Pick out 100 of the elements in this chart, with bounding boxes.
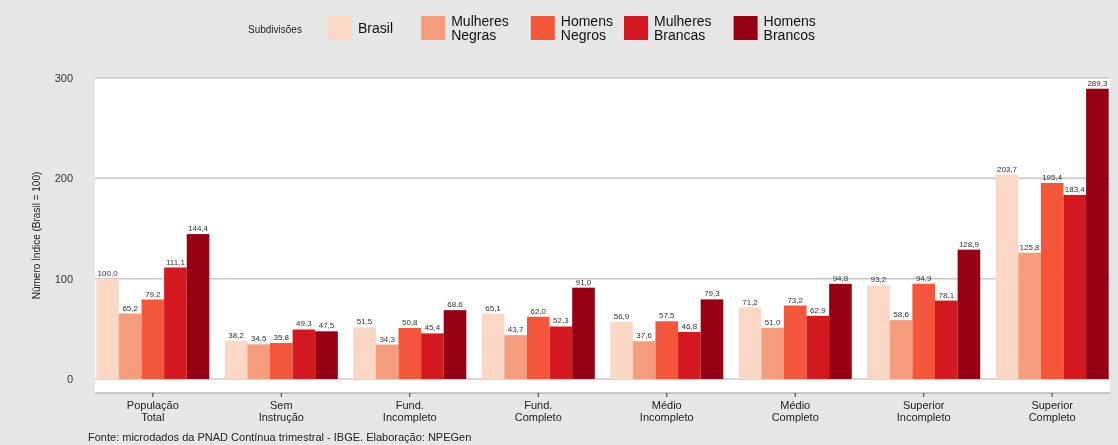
bar <box>632 341 656 379</box>
data-label: 52,3 <box>553 316 570 326</box>
x-tick-label: Fund. Incompleto <box>382 399 437 423</box>
data-label: 94,9 <box>915 273 933 283</box>
data-label: 183,4 <box>1064 184 1086 194</box>
data-label: 49,3 <box>296 319 313 329</box>
x-tick-label: Médio Completo <box>771 399 819 423</box>
bar <box>829 283 852 379</box>
bar <box>247 344 270 379</box>
data-label: 58,6 <box>893 310 910 320</box>
data-label: 46,8 <box>681 322 698 332</box>
legend-label: Mulheres Brancas <box>654 13 712 43</box>
bar <box>700 299 724 379</box>
data-label: 93,2 <box>870 275 887 285</box>
bar <box>353 327 376 379</box>
bar <box>141 299 165 379</box>
data-label: 51,0 <box>764 317 781 327</box>
data-label: 79,3 <box>704 289 721 299</box>
bar <box>504 335 527 379</box>
data-label: 43,7 <box>507 325 524 335</box>
y-tick-label: 100 <box>54 272 73 285</box>
bar <box>164 267 187 379</box>
source-note: Fonte: microdados da PNAD Contínua trimestral - IBGE. Elaboração: NPEGen <box>88 431 472 443</box>
bar <box>269 343 293 379</box>
y-tick-label: 300 <box>54 72 73 84</box>
bar <box>738 307 762 379</box>
bar <box>375 344 399 379</box>
data-label: 111,1 <box>166 257 186 267</box>
x-tick-label: Médio Incompleto <box>639 399 694 423</box>
bar <box>889 320 913 379</box>
x-tick-label: População Total <box>126 399 179 423</box>
data-label: 79,2 <box>145 289 162 299</box>
data-label: 91,0 <box>575 277 592 287</box>
data-label: 100,0 <box>97 268 119 278</box>
x-tick-label: Superior Completo <box>1028 399 1076 423</box>
data-label: 65,1 <box>485 303 502 313</box>
bar <box>481 313 505 379</box>
data-label: 203,7 <box>996 164 1018 174</box>
bar <box>292 329 316 379</box>
bar <box>186 234 210 379</box>
bar <box>1063 194 1087 379</box>
data-label: 50,8 <box>401 317 419 327</box>
legend-label: Homens Brancos <box>763 13 816 43</box>
legend-title: Subdivisões <box>248 24 302 35</box>
bar <box>549 326 573 379</box>
bar <box>1086 88 1109 379</box>
x-tick-label: Sem Instrução <box>258 399 304 423</box>
bar <box>398 327 422 379</box>
bar <box>1040 182 1064 379</box>
bar <box>421 333 444 379</box>
data-label: 125,8 <box>1019 242 1041 252</box>
bar <box>957 249 981 379</box>
bar <box>995 174 1019 379</box>
bar <box>526 316 550 379</box>
x-tick-label: Fund. Completo <box>514 399 562 423</box>
bar <box>867 285 890 379</box>
bar <box>783 305 807 379</box>
y-tick-label: 200 <box>54 172 73 185</box>
bar <box>935 300 958 379</box>
data-label: 68,6 <box>447 300 464 310</box>
bar <box>96 278 119 379</box>
data-label: 71,2 <box>742 297 759 307</box>
data-label: 34,5 <box>250 334 268 344</box>
data-label: 51,5 <box>356 317 373 327</box>
bar <box>678 332 701 379</box>
legend-label: Mulheres Negras <box>451 13 509 43</box>
data-label: 56,9 <box>613 311 630 321</box>
bar <box>572 287 595 379</box>
bar <box>118 313 142 379</box>
data-label: 65,2 <box>122 303 139 313</box>
data-label: 57,5 <box>658 311 676 321</box>
bar <box>224 340 248 379</box>
y-axis-title: Número Índice (Brasil = 100) <box>30 171 42 300</box>
data-label: 62,9 <box>810 305 827 315</box>
bar <box>806 315 830 379</box>
bar <box>1018 252 1041 379</box>
bar <box>610 321 633 379</box>
data-label: 47,5 <box>318 321 335 331</box>
bar <box>761 327 784 379</box>
data-label: 195,4 <box>1042 172 1063 182</box>
data-label: 144,4 <box>188 224 209 234</box>
data-label: 62,0 <box>530 306 547 316</box>
data-label: 34,3 <box>379 334 396 344</box>
data-label: 35,8 <box>273 333 290 343</box>
bar <box>655 321 679 379</box>
data-label: 37,6 <box>636 331 653 341</box>
x-tick-label: Superior Incompleto <box>896 399 951 423</box>
legend-label: Homens Negros <box>560 13 613 43</box>
bar <box>443 310 467 379</box>
data-label: 78,1 <box>938 290 955 300</box>
data-label: 128,9 <box>958 239 980 249</box>
data-label: 94,8 <box>832 273 849 283</box>
y-tick-label: 0 <box>66 372 73 385</box>
legend-label: Brasil <box>358 20 394 36</box>
data-label: 289,3 <box>1087 78 1108 88</box>
data-label: 45,4 <box>424 323 441 333</box>
data-label: 73,2 <box>787 295 804 305</box>
bar <box>315 331 338 379</box>
bar <box>912 283 936 379</box>
data-label: 38,2 <box>228 330 245 340</box>
